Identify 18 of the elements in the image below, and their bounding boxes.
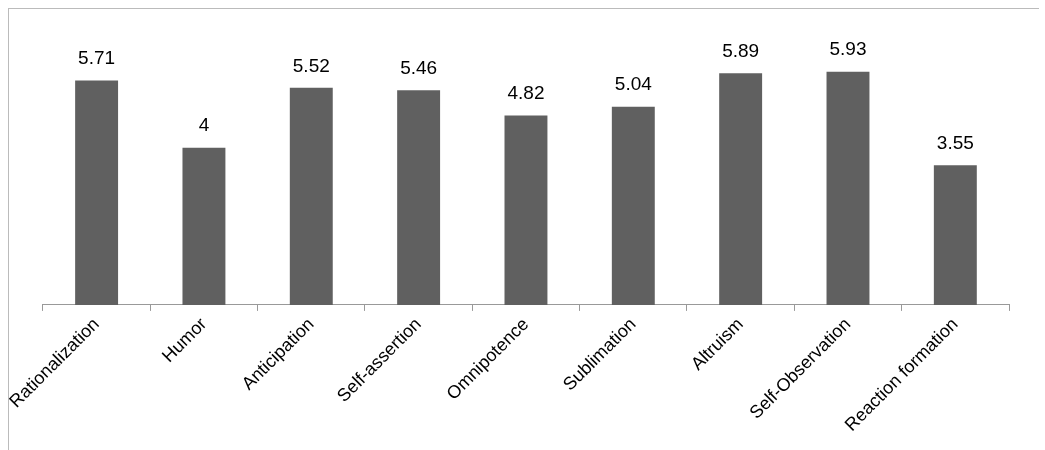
bar: [397, 90, 441, 305]
data-label: 5.46: [400, 56, 438, 78]
bar: [75, 80, 119, 305]
data-label: 3.55: [936, 132, 974, 154]
bar: [504, 115, 548, 305]
data-label: 4.82: [507, 82, 545, 104]
bar: [611, 106, 655, 305]
data-label: 5.04: [614, 73, 653, 95]
data-label: 5.93: [829, 38, 867, 60]
bar: [826, 71, 870, 305]
bar: [182, 147, 226, 305]
bar: [719, 73, 763, 305]
bar: [933, 165, 977, 305]
data-label: 4: [198, 114, 210, 136]
data-label: 5.52: [292, 54, 330, 76]
data-label: 5.71: [78, 47, 116, 69]
bar: [289, 87, 333, 305]
data-label: 5.89: [722, 40, 760, 62]
